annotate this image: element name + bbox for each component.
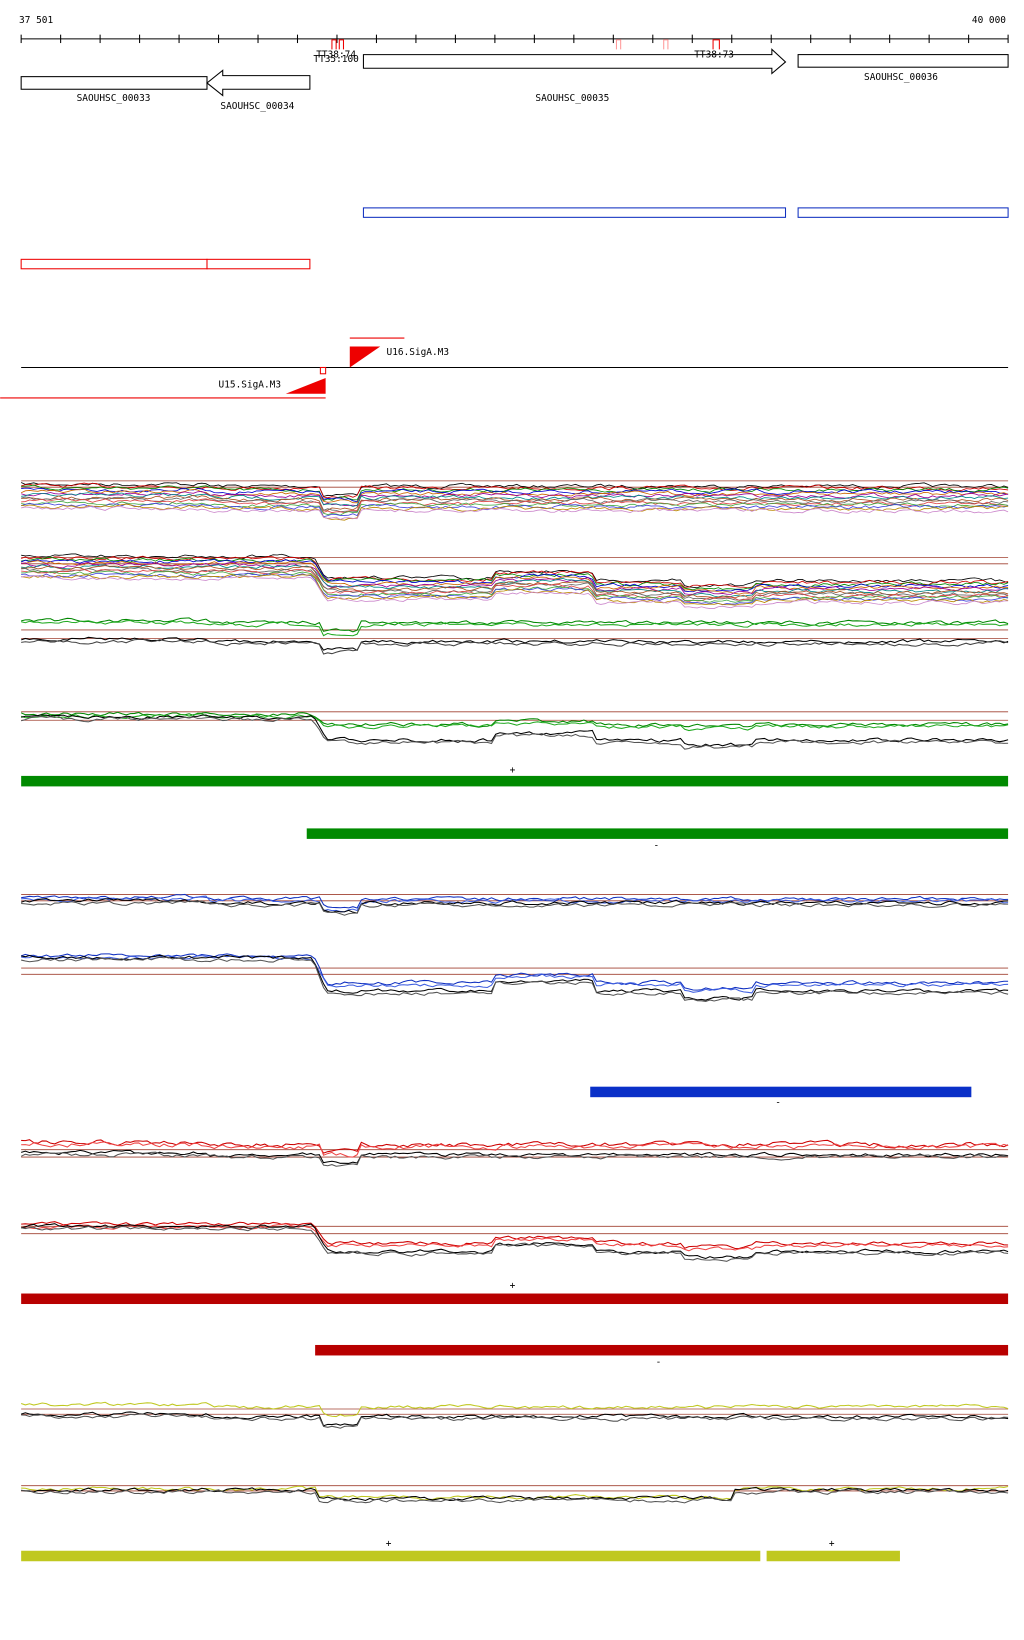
promoters	[0, 337, 1009, 399]
terminator-label: TT35:100	[313, 54, 359, 65]
promoter-label: U15.SigA.M3	[219, 379, 282, 390]
expression-line	[21, 716, 1009, 750]
expression-line	[21, 1223, 1009, 1252]
strand-label: +	[510, 765, 516, 776]
expression-line	[21, 714, 1009, 747]
expression-line	[20, 953, 1009, 991]
gene-label: SAOUHSC_00033	[77, 93, 151, 104]
expression-line	[21, 505, 1009, 520]
promoter-label: U16.SigA.M3	[387, 347, 450, 358]
expression-line	[20, 897, 1009, 914]
expression-line	[20, 1401, 1009, 1418]
expression-line	[21, 575, 1009, 609]
strand-label: +	[386, 1539, 392, 1550]
expression-line	[21, 498, 1009, 514]
expression-line	[20, 713, 1009, 732]
expression-line	[21, 565, 1009, 599]
gene	[206, 69, 311, 97]
expression-line	[21, 560, 1009, 595]
ruler-ticks	[20, 34, 1009, 44]
expression-line	[21, 638, 1009, 655]
expression-line	[21, 496, 1009, 513]
expression-line	[21, 617, 1009, 633]
ruler: 37 501 40 000	[19, 15, 1009, 44]
strand-label: -	[775, 1098, 781, 1109]
strand-label: -	[654, 840, 660, 851]
strand-label: -	[656, 1357, 662, 1368]
expression-line	[21, 893, 1009, 909]
gene-label: SAOUHSC_00035	[535, 93, 609, 104]
expression-line	[21, 1139, 1009, 1154]
genes	[20, 48, 1009, 97]
terminators	[331, 39, 720, 50]
strand-label: +	[829, 1539, 835, 1550]
expression-line	[21, 487, 1009, 503]
gene-label: SAOUHSC_00034	[220, 101, 294, 112]
expression-line	[21, 502, 1009, 518]
ruler-start: 37 501	[19, 15, 53, 26]
annotation-boxes	[20, 207, 1009, 270]
expression-line	[21, 564, 1009, 598]
expression-line	[21, 553, 1009, 589]
expression-line	[21, 567, 1009, 601]
expression-line	[21, 556, 1009, 591]
expression-line	[21, 573, 1009, 606]
gene	[20, 76, 208, 90]
expression-line	[21, 1225, 1009, 1262]
expression-line	[21, 555, 1009, 589]
expression-line	[21, 954, 1009, 1001]
gene	[362, 48, 787, 75]
terminator-label: TT38:73	[694, 50, 734, 61]
strand-bars	[21, 775, 1009, 1562]
expression-line	[21, 1488, 1009, 1504]
expression-line	[21, 503, 1009, 521]
ruler-end: 40 000	[972, 15, 1006, 26]
expression-line	[21, 561, 1009, 595]
expression-line	[20, 1151, 1009, 1167]
expression-line	[21, 1485, 1009, 1501]
expression-line	[21, 492, 1009, 507]
expression-line	[21, 619, 1009, 637]
gene-label: SAOUHSC_00036	[864, 72, 938, 83]
expression-line	[21, 490, 1009, 507]
expression-line	[20, 482, 1009, 497]
strand-label: +	[510, 1280, 516, 1291]
expression-line	[21, 956, 1009, 1002]
expression-line	[21, 1141, 1009, 1158]
expression-line	[21, 900, 1009, 916]
expression-line	[20, 558, 1009, 593]
expression-line	[21, 954, 1009, 994]
expression-line	[21, 1221, 1009, 1250]
gene	[797, 54, 1009, 68]
expression-line	[21, 1413, 1009, 1429]
expression-tracks	[20, 480, 1009, 1504]
terminator-label: TT38:74	[316, 50, 356, 61]
